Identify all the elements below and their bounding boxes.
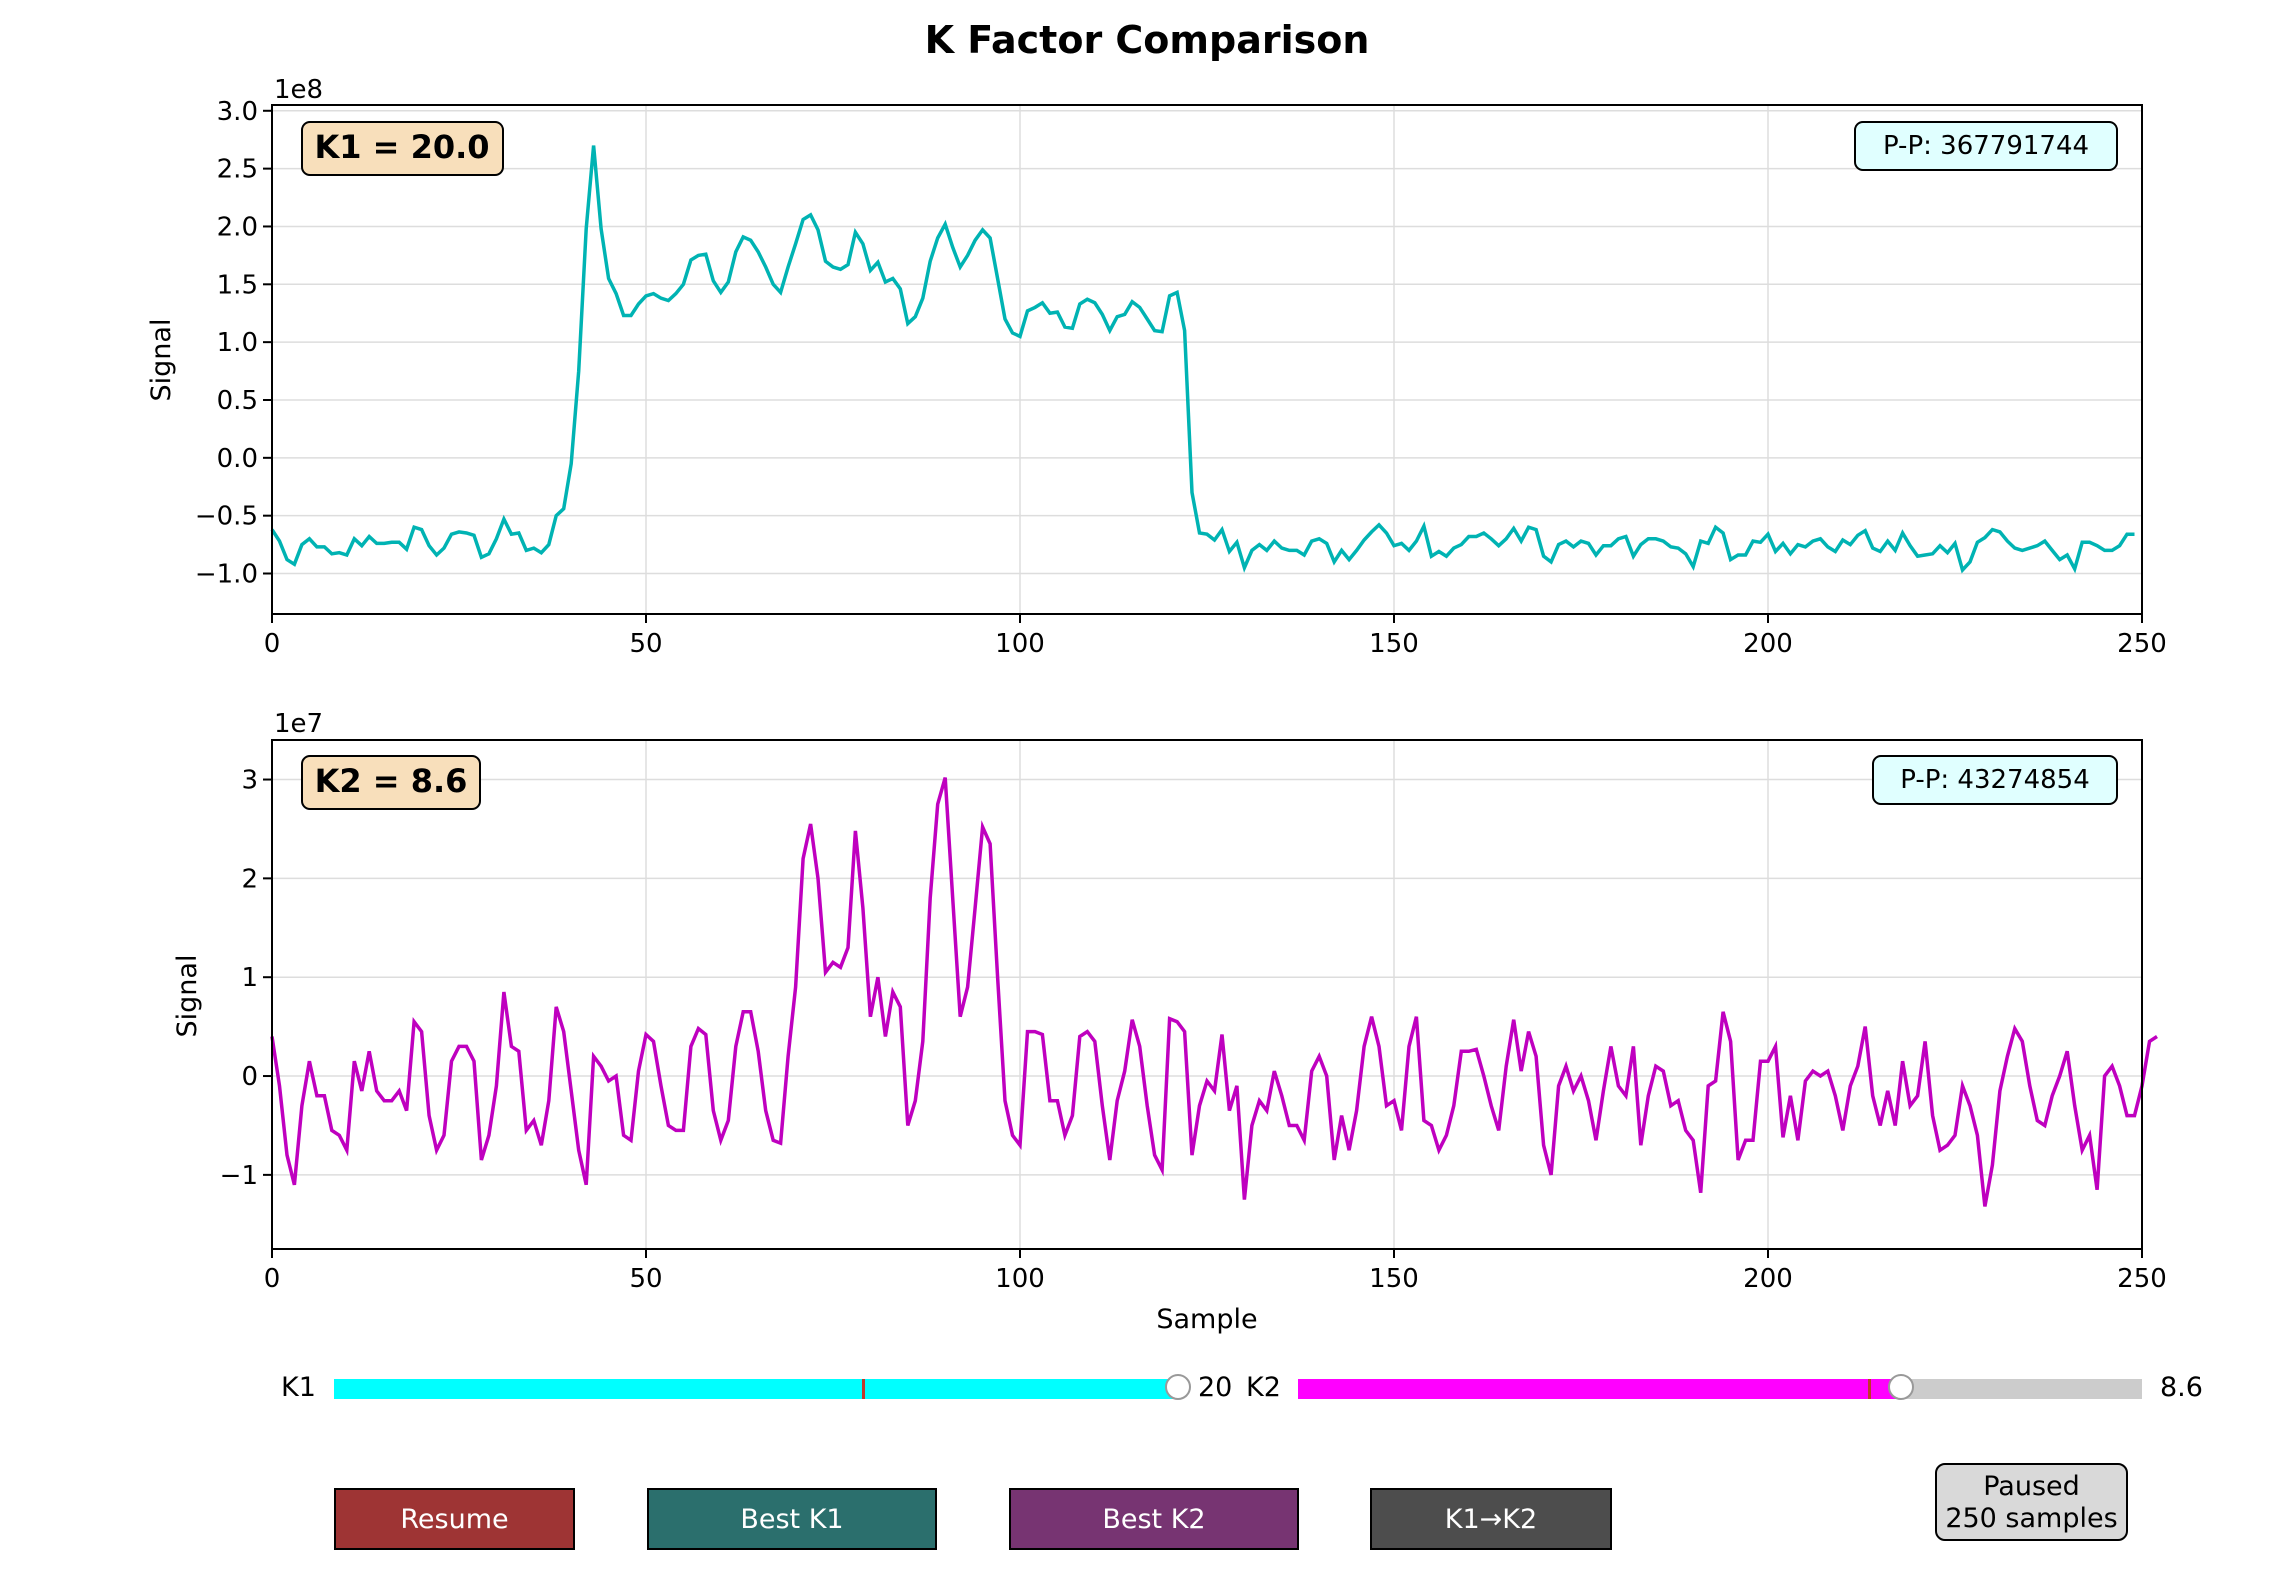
k1-badge-text: K1 = 20.0 xyxy=(314,128,489,166)
y-tick-label: 1.0 xyxy=(217,328,258,358)
y-tick-label: 0.0 xyxy=(217,444,258,474)
status-samples: 250 samples xyxy=(1945,1503,2118,1534)
bottom-y-ticks: 3 2 1 0 −1 xyxy=(220,766,272,1191)
k1-slider-value: 20 xyxy=(1198,1372,1233,1403)
x-tick-label: 50 xyxy=(629,1264,662,1294)
k1-to-k2-button[interactable]: K1→K2 xyxy=(1370,1488,1612,1550)
top-y-ticks: 3.0 2.5 2.0 1.5 1.0 0.5 0.0 −0.5 −1.0 xyxy=(195,97,272,590)
x-tick-label: 100 xyxy=(995,1264,1045,1294)
y-tick-label: 1.5 xyxy=(217,270,258,300)
bottom-plot-panel: 3 2 1 0 −1 0 50 100 150 200 250 1e7 Signal Sample… xyxy=(172,709,2167,1335)
top-pp-text: P-P: 367791744 xyxy=(1883,131,2089,161)
y-tick-label: 2 xyxy=(241,864,258,894)
k1-slider-reference-mark xyxy=(861,1379,865,1399)
x-tick-label: 250 xyxy=(2117,1264,2167,1294)
x-tick-label: 0 xyxy=(264,1264,281,1294)
bottom-grid xyxy=(271,740,2143,1249)
k2-badge: K2 = 8.6 xyxy=(301,755,481,810)
k2-slider-handle[interactable] xyxy=(1888,1374,1915,1400)
x-tick-label: 0 xyxy=(264,629,281,659)
status-state: Paused xyxy=(1983,1471,2080,1502)
y-tick-label: 2.5 xyxy=(217,155,258,185)
best-k2-button[interactable]: Best K2 xyxy=(1009,1488,1299,1550)
k1-badge-box xyxy=(301,121,504,176)
bottom-xlabel: Sample xyxy=(1156,1304,1257,1335)
y-tick-label: 0.5 xyxy=(217,386,258,416)
bottom-x-ticks: 0 50 100 150 200 250 xyxy=(264,1249,2167,1294)
top-plot-panel: 3.0 2.5 2.0 1.5 1.0 0.5 0.0 −0.5 −1.0 0 50 100 150 2… xyxy=(146,75,2167,659)
top-plot-frame xyxy=(271,104,2143,615)
k2-slider[interactable] xyxy=(1298,1374,2142,1400)
k2-slider-reference-mark xyxy=(1867,1379,1871,1399)
bottom-ylabel: Signal xyxy=(172,955,203,1038)
x-tick-label: 150 xyxy=(1369,629,1419,659)
y-tick-label: −1.0 xyxy=(195,560,258,590)
y-tick-label: −1 xyxy=(220,1161,258,1191)
bottom-pp-badge: P-P: 43274854 xyxy=(1872,755,2118,805)
top-grid xyxy=(271,105,2143,614)
y-tick-label: 1 xyxy=(241,963,258,993)
status-indicator: Paused 250 samples xyxy=(1935,1463,2128,1541)
top-pp-badge: P-P: 367791744 xyxy=(1854,121,2118,171)
y-tick-label: 3 xyxy=(241,766,258,796)
x-tick-label: 250 xyxy=(2117,629,2167,659)
k2-badge-box xyxy=(301,755,481,810)
y-tick-label: 3.0 xyxy=(217,97,258,127)
y-tick-label: −0.5 xyxy=(195,502,258,532)
k1-signal-line xyxy=(270,145,2135,574)
bottom-pp-box xyxy=(1872,755,2118,805)
k2-signal-line xyxy=(270,777,2158,1207)
k1-slider-handle[interactable] xyxy=(1165,1374,1191,1400)
resume-button[interactable]: Resume xyxy=(334,1488,575,1550)
best-k1-button[interactable]: Best K1 xyxy=(647,1488,937,1550)
k1-badge: K1 = 20.0 xyxy=(301,121,504,176)
y-tick-label: 2.0 xyxy=(217,212,258,242)
x-tick-label: 50 xyxy=(629,629,662,659)
top-offset-label: 1e8 xyxy=(274,75,323,105)
k1-slider-fill xyxy=(334,1379,1178,1399)
k2-slider-fill xyxy=(1298,1379,1902,1399)
x-tick-label: 100 xyxy=(995,629,1045,659)
top-pp-box xyxy=(1854,121,2118,171)
bottom-pp-text: P-P: 43274854 xyxy=(1900,765,2090,795)
x-tick-label: 200 xyxy=(1743,629,1793,659)
figure-title: K Factor Comparison xyxy=(924,18,1370,62)
top-x-ticks: 0 50 100 150 200 250 xyxy=(264,614,2167,659)
x-tick-label: 200 xyxy=(1743,1264,1793,1294)
k2-slider-label: K2 xyxy=(1246,1372,1281,1403)
top-ylabel: Signal xyxy=(146,319,177,402)
x-tick-label: 150 xyxy=(1369,1264,1419,1294)
k1-slider-label: K1 xyxy=(281,1372,316,1403)
y-tick-label: 0 xyxy=(241,1062,258,1092)
k2-slider-value: 8.6 xyxy=(2160,1372,2203,1403)
bottom-offset-label: 1e7 xyxy=(274,709,323,739)
k2-badge-text: K2 = 8.6 xyxy=(315,762,468,800)
bottom-plot-frame xyxy=(271,739,2143,1250)
k1-slider[interactable] xyxy=(334,1374,1191,1400)
